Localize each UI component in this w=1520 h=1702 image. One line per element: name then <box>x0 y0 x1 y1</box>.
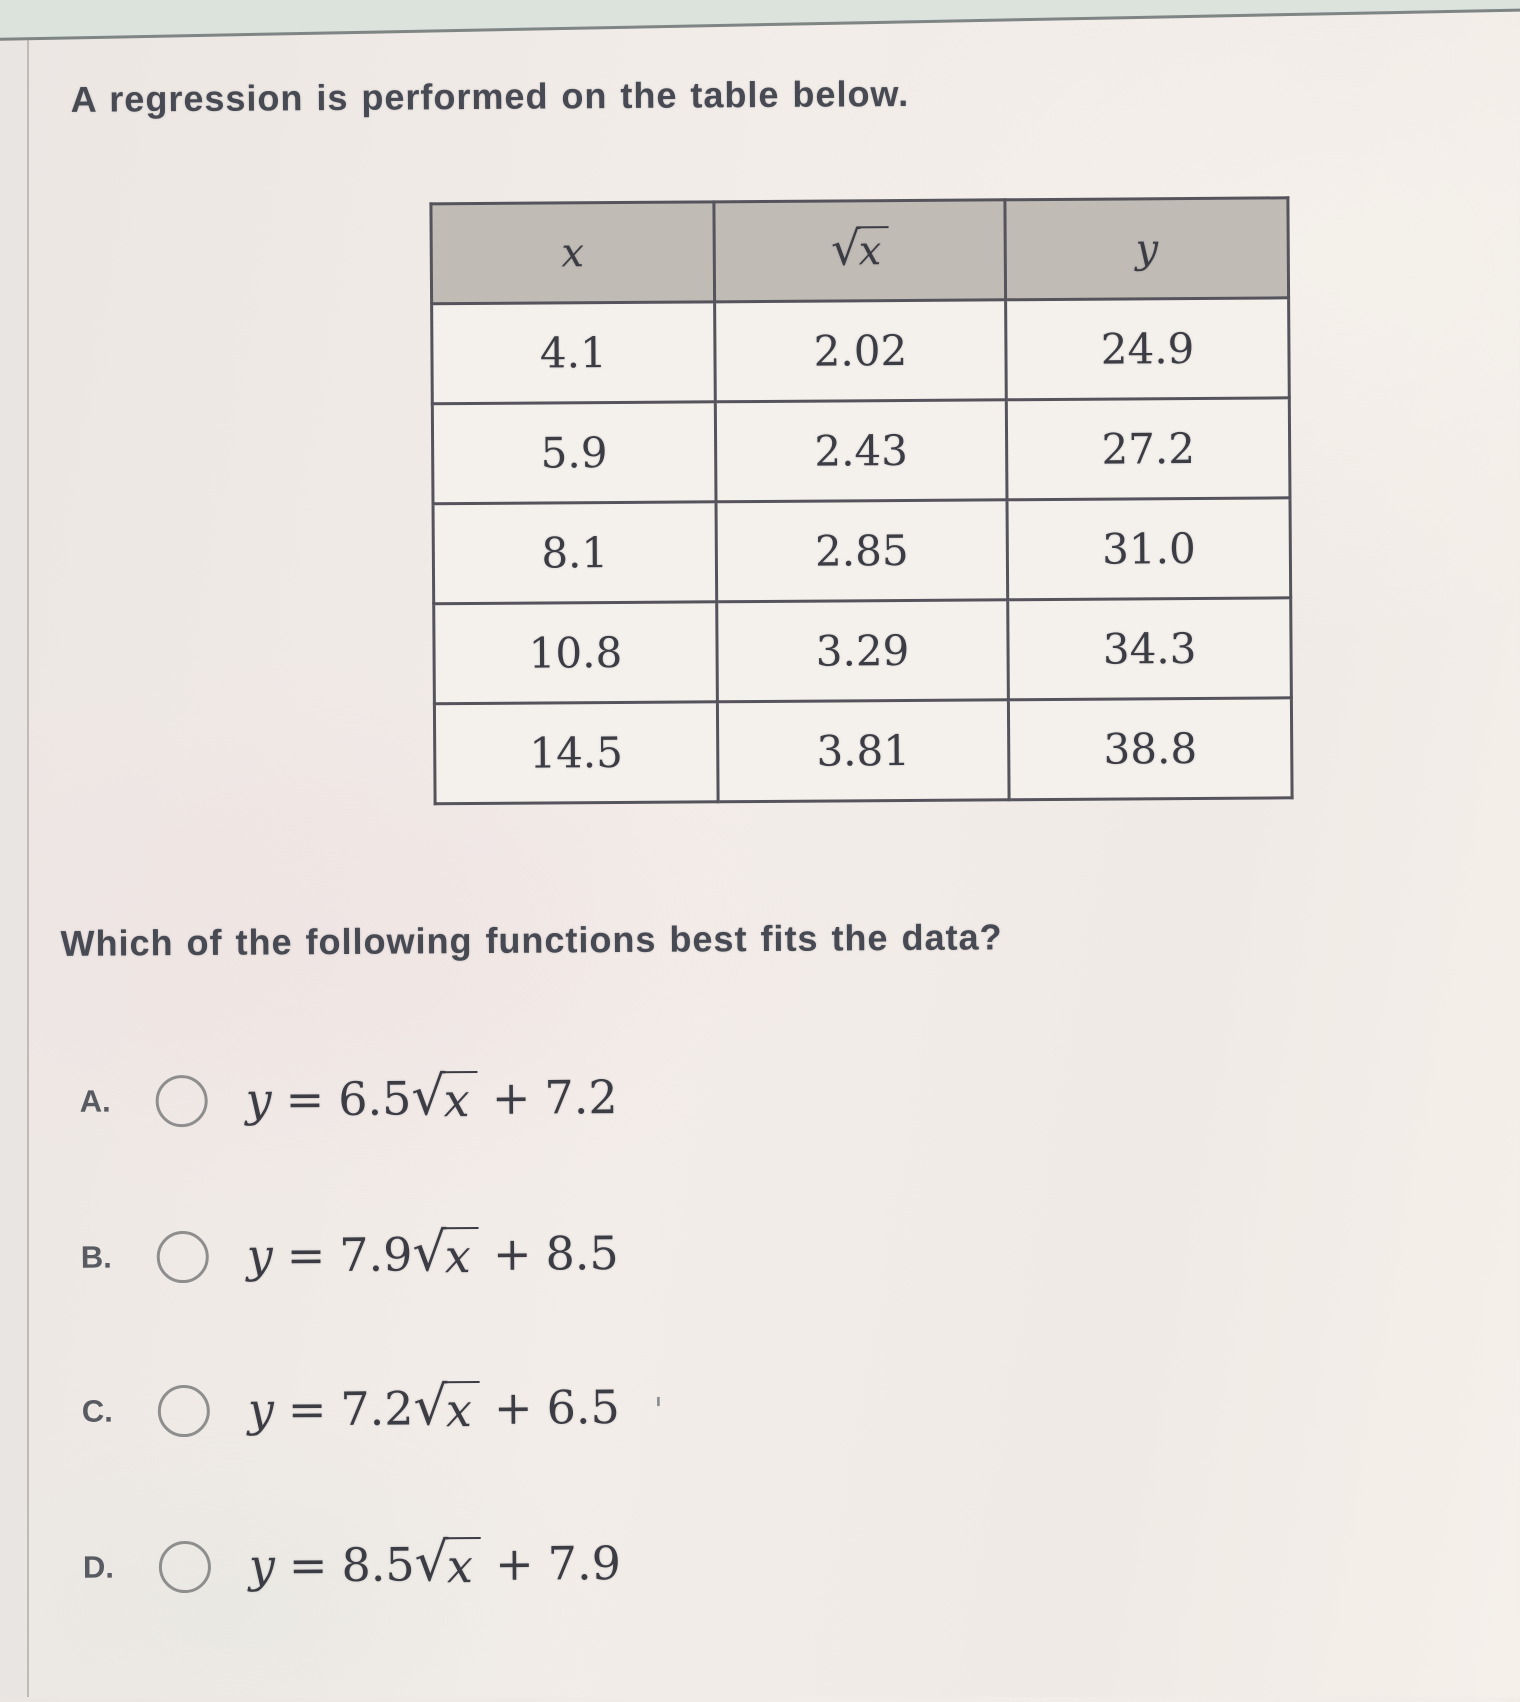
table-header-row: x √x y <box>430 197 1289 304</box>
answer-option-a: A. y = 6.5√x +7.2 <box>79 1063 618 1135</box>
option-d-equation: y = 8.5√x +7.9 <box>248 1529 622 1594</box>
option-b-equation: y = 7.9√x +8.5 <box>246 1219 619 1284</box>
constant: 7.2 <box>544 1069 618 1125</box>
question-text: Which of the following functions best fi… <box>60 916 1003 964</box>
regression-table: x √x y 4.1 2.02 24.9 5.9 2.43 27.2 8.1 2… <box>429 196 1294 806</box>
option-letter-b: B. <box>80 1239 112 1275</box>
cell-y: 38.8 <box>1008 697 1293 800</box>
constant: 7.9 <box>547 1535 622 1591</box>
cell-x: 5.9 <box>432 401 716 504</box>
constant: 6.5 <box>546 1379 620 1435</box>
cell-y: 24.9 <box>1005 297 1290 400</box>
stray-mark: ' <box>653 1390 664 1431</box>
col-header-x: x <box>430 201 715 304</box>
option-d-radio[interactable] <box>158 1540 212 1594</box>
answer-option-d: D. y = 8.5√x +7.9 <box>82 1529 622 1601</box>
sqrt-icon: √ <box>412 1219 447 1284</box>
cell-y: 27.2 <box>1006 397 1290 500</box>
cell-y: 34.3 <box>1007 597 1292 700</box>
table-row: 10.8 3.29 34.3 <box>433 597 1292 704</box>
table-row: 14.5 3.81 38.8 <box>434 697 1293 804</box>
sqrt-icon: √ <box>411 1063 446 1128</box>
table-row: 8.1 2.85 31.0 <box>433 497 1291 604</box>
cell-x: 4.1 <box>431 301 716 404</box>
cell-sqrt-x: 2.02 <box>714 299 1007 402</box>
cell-x: 10.8 <box>433 601 718 704</box>
option-letter-c: C. <box>81 1393 113 1429</box>
coefficient: 7.9 <box>339 1227 413 1282</box>
question-prompt: A regression is performed on the table b… <box>70 72 910 120</box>
table-row: 5.9 2.43 27.2 <box>432 397 1290 504</box>
cell-x: 8.1 <box>433 501 717 604</box>
answer-option-b: B. y = 7.9√x +8.5 <box>80 1219 619 1291</box>
cell-sqrt-x: 3.81 <box>717 699 1010 802</box>
option-a-equation: y = 6.5√x +7.2 <box>245 1063 618 1128</box>
sqrt-icon: √ <box>413 1373 448 1438</box>
cell-sqrt-x: 2.85 <box>715 499 1008 602</box>
option-b-radio[interactable] <box>156 1230 209 1284</box>
cell-y: 31.0 <box>1007 497 1291 600</box>
sqrt-icon: √ <box>830 221 861 276</box>
cell-sqrt-x: 3.29 <box>716 599 1009 702</box>
cell-x: 14.5 <box>434 701 718 804</box>
option-a-radio[interactable] <box>155 1074 208 1128</box>
sqrt-icon: √ <box>414 1529 449 1594</box>
constant: 8.5 <box>545 1225 619 1281</box>
option-letter-a: A. <box>79 1083 111 1119</box>
cell-sqrt-x: 2.43 <box>715 399 1008 502</box>
page-left-border <box>27 26 29 1697</box>
col-header-y: y <box>1005 197 1289 300</box>
coefficient: 7.2 <box>340 1381 414 1436</box>
col-header-sqrt-x: √x <box>713 199 1006 302</box>
coefficient: 6.5 <box>338 1071 412 1126</box>
coefficient: 8.5 <box>341 1537 415 1592</box>
option-letter-d: D. <box>82 1549 115 1585</box>
table-row: 4.1 2.02 24.9 <box>431 297 1290 404</box>
page-left-margin <box>0 0 27 1697</box>
option-c-radio[interactable] <box>157 1384 211 1438</box>
option-c-equation: y = 7.2√x +6.5 <box>247 1373 620 1438</box>
answer-option-c: C. y = 7.2√x +6.5 <box>81 1373 620 1445</box>
